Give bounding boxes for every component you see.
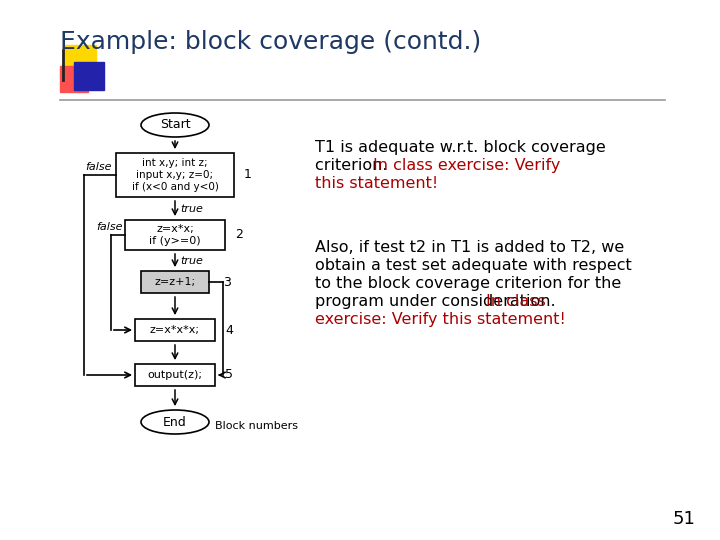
Ellipse shape — [141, 410, 209, 434]
Text: Example: block coverage (contd.): Example: block coverage (contd.) — [60, 30, 481, 54]
FancyBboxPatch shape — [135, 364, 215, 386]
Text: 3: 3 — [223, 275, 231, 288]
Bar — [64, 45, 96, 75]
Text: Block numbers: Block numbers — [215, 421, 298, 431]
Text: 4: 4 — [225, 323, 233, 336]
Text: z=x*x;
if (y>=0): z=x*x; if (y>=0) — [149, 224, 201, 246]
Text: z=z+1;: z=z+1; — [154, 277, 196, 287]
Bar — [60, 66, 88, 92]
FancyBboxPatch shape — [125, 220, 225, 250]
Text: true: true — [180, 255, 203, 266]
Text: In class exercise: Verify: In class exercise: Verify — [373, 158, 560, 173]
Text: z=x*x*x;: z=x*x*x; — [150, 325, 200, 335]
Text: output(z);: output(z); — [148, 370, 202, 380]
Text: End: End — [163, 415, 187, 429]
Text: true: true — [180, 204, 203, 213]
Text: 1: 1 — [244, 168, 252, 181]
Text: to the block coverage criterion for the: to the block coverage criterion for the — [315, 276, 621, 291]
Text: false: false — [86, 162, 112, 172]
Text: In class: In class — [486, 294, 546, 309]
Text: criterion.: criterion. — [315, 158, 392, 173]
Ellipse shape — [141, 113, 209, 137]
Bar — [74, 62, 104, 90]
FancyBboxPatch shape — [141, 271, 209, 293]
Text: Also, if test t2 in T1 is added to T2, we: Also, if test t2 in T1 is added to T2, w… — [315, 240, 624, 255]
Text: 2: 2 — [235, 228, 243, 241]
FancyBboxPatch shape — [116, 153, 234, 197]
Text: int x,y; int z;
input x,y; z=0;
if (x<0 and y<0): int x,y; int z; input x,y; z=0; if (x<0 … — [132, 158, 218, 192]
Text: Start: Start — [160, 118, 190, 132]
Text: exercise: Verify this statement!: exercise: Verify this statement! — [315, 312, 566, 327]
Text: 5: 5 — [225, 368, 233, 381]
FancyBboxPatch shape — [135, 319, 215, 341]
Text: this statement!: this statement! — [315, 176, 438, 191]
Text: obtain a test set adequate with respect: obtain a test set adequate with respect — [315, 258, 631, 273]
Text: false: false — [96, 222, 123, 232]
Text: 51: 51 — [672, 510, 695, 528]
Text: T1 is adequate w.r.t. block coverage: T1 is adequate w.r.t. block coverage — [315, 140, 606, 155]
Text: program under consideration.: program under consideration. — [315, 294, 561, 309]
